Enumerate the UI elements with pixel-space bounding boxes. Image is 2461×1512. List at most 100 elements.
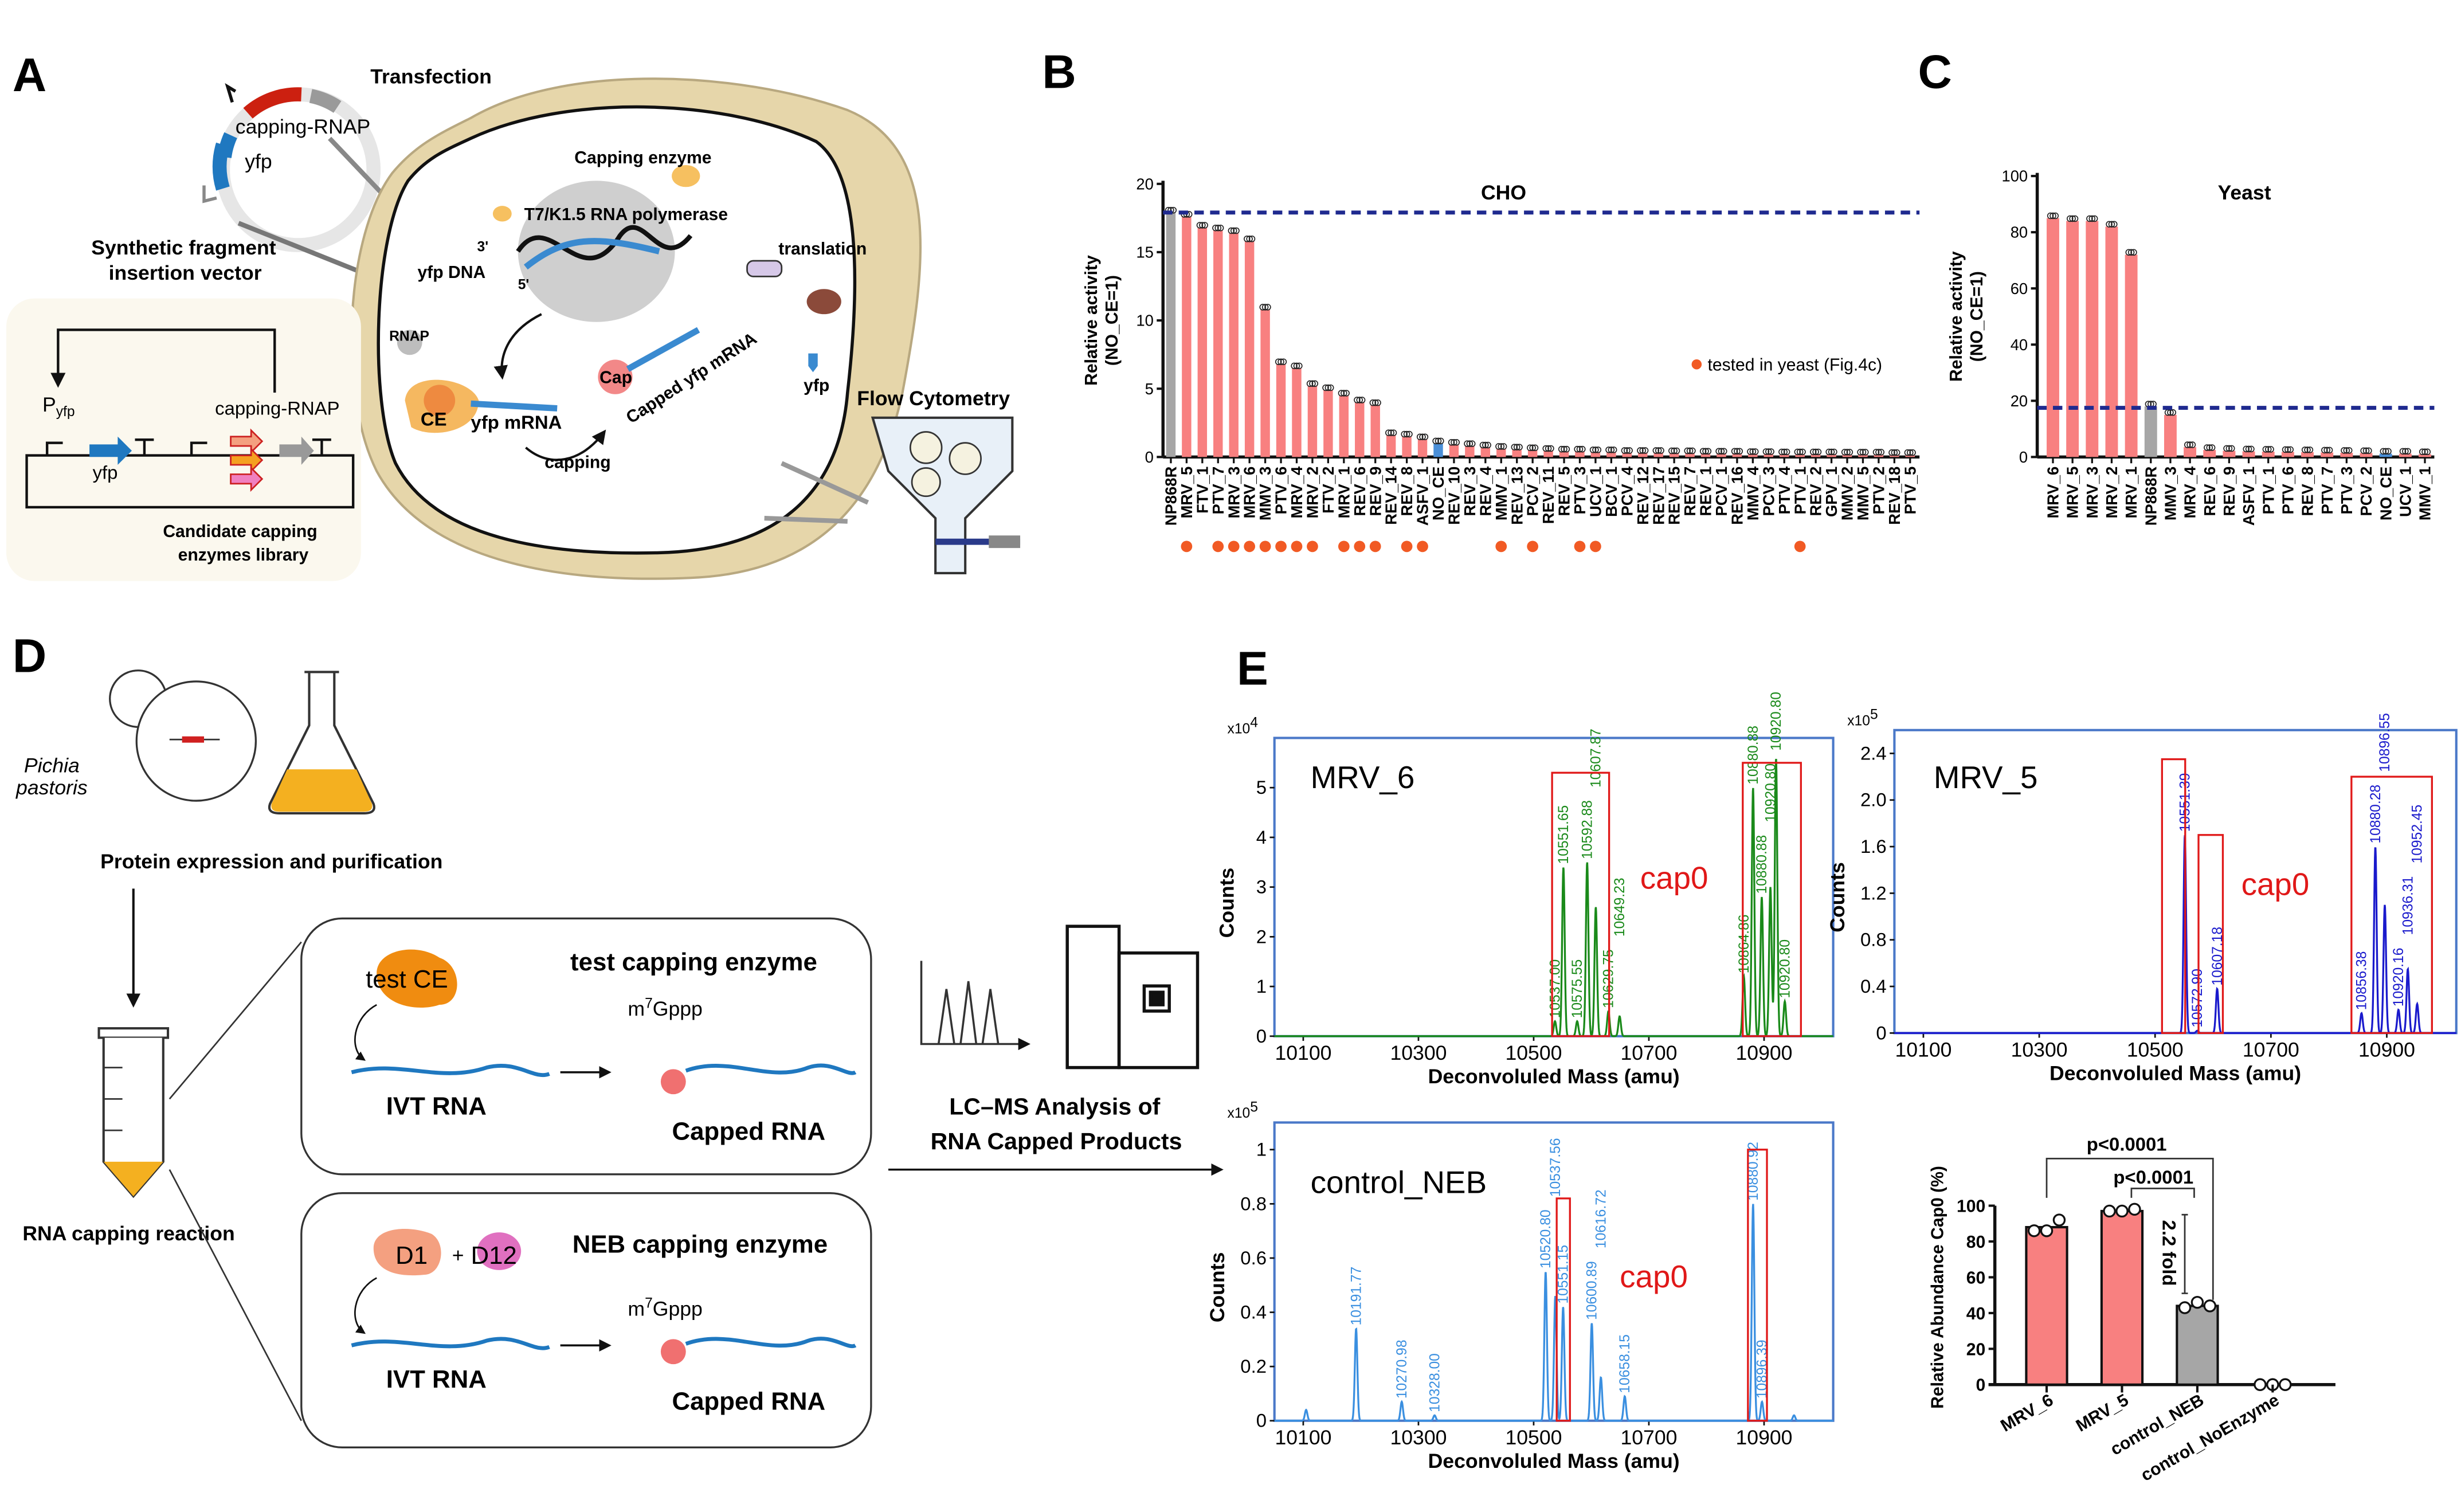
replicate-point	[1608, 446, 1615, 453]
replicate-point	[2091, 215, 2098, 222]
x-tick-label: REV_6	[2201, 467, 2219, 516]
x-tick-label: 10500	[2127, 1038, 2184, 1061]
x-tick-label: ASFV_1	[2240, 467, 2258, 526]
replicate-point	[1721, 448, 1727, 455]
replicate-point	[2323, 446, 2330, 454]
replicate-point	[1576, 445, 1584, 453]
replicate-point	[1574, 445, 1581, 453]
bar-no_ce	[1433, 443, 1443, 457]
x-tick-label: PTV_6	[1272, 467, 1290, 515]
replicate-point	[2128, 1202, 2141, 1216]
replicate-point	[1369, 399, 1377, 406]
replicate-point	[2088, 215, 2096, 222]
neb-enzyme-title: NEB capping enzyme	[573, 1231, 828, 1259]
bar-rev_8	[2301, 452, 2314, 457]
replicate-point	[1212, 224, 1219, 232]
x-tick-label: 10700	[1620, 1041, 1677, 1064]
x-tick-label: REV_11	[1539, 467, 1557, 524]
replicate-point	[2130, 249, 2137, 256]
species-label-2: pastoris	[15, 776, 88, 799]
x-tick-label: MRV_4	[2181, 466, 2199, 519]
replicate-point	[1641, 447, 1649, 454]
replicate-point	[1259, 304, 1266, 311]
y-tick-label: 1.6	[1860, 836, 1887, 857]
y-tick-label: 20	[1136, 175, 1153, 193]
replicate-point	[1621, 447, 1628, 454]
bar-rev_5	[1559, 451, 1569, 457]
replicate-point	[1374, 399, 1381, 406]
x-tick-label: REV_8	[1398, 467, 1416, 516]
x-tick-label: REV_4	[1476, 466, 1494, 516]
mass-spectrometer-icon	[1065, 925, 1200, 1070]
replicate-point	[1831, 448, 1837, 456]
replicate-point	[2225, 445, 2233, 452]
peak-label: 10592.88	[1580, 800, 1596, 859]
replicate-point	[1684, 447, 1691, 455]
bar-rev_4	[1480, 447, 1491, 457]
y-tick-label: 2.4	[1860, 742, 1887, 763]
x-tick-label: 10700	[2243, 1038, 2299, 1061]
lcms-label-1: LC–MS Analysis of	[949, 1094, 1160, 1120]
replicate-point	[1233, 227, 1240, 234]
replicate-point	[1778, 448, 1785, 456]
cap-label: Cap	[599, 369, 632, 387]
replicate-point	[2402, 448, 2409, 455]
replicate-point	[1451, 439, 1457, 446]
replicate-point	[1558, 445, 1565, 453]
bar-mrv_1	[1339, 395, 1349, 457]
replicate-point	[1293, 362, 1300, 370]
x-tick-label: MRV_5	[2073, 1390, 2132, 1436]
bar-mrv_5	[2100, 1209, 2144, 1386]
replicate-point	[2223, 445, 2230, 452]
bar-mmv_5	[1858, 455, 1868, 457]
bar-ptv_1	[2262, 451, 2275, 457]
peak-label: 10537.56	[1548, 1138, 1563, 1197]
bar-rev_1	[1700, 453, 1711, 457]
rnap-icon	[397, 330, 422, 355]
ribosome-icon	[806, 289, 841, 315]
peak-label: 10920.80	[1763, 763, 1778, 822]
y-scale-exponent: 5	[1870, 707, 1878, 723]
replicate-point	[2040, 1224, 2054, 1237]
legend-marker	[1691, 359, 1702, 370]
tested-in-yeast-dot	[1291, 540, 1303, 553]
panel-a: A capping-RNAP yfp Transfection Capping …	[6, 49, 1021, 581]
peak-label: 10920.16	[2391, 947, 2407, 1006]
replicate-point	[2306, 446, 2314, 453]
cap0-box	[2197, 834, 2224, 1034]
y-tick-label: 20	[1966, 1340, 1986, 1359]
y-tick-label: 1	[1256, 976, 1267, 997]
x-tick-label: 10500	[1505, 1426, 1562, 1449]
replicate-point	[2204, 444, 2211, 451]
replicate-point	[2385, 448, 2392, 455]
y-scale-label: x105	[1847, 707, 1878, 729]
bar-mmv_4	[1748, 454, 1758, 457]
plasmid-icon	[202, 83, 381, 252]
tested-in-yeast-dot	[1574, 540, 1586, 553]
y-tick-label: 10	[1136, 312, 1153, 330]
replicate-point	[1747, 448, 1754, 455]
bar-ptv_6	[1276, 364, 1286, 457]
y-tick-label: 0.4	[1240, 1302, 1267, 1323]
library-label-2: enzymes library	[178, 546, 309, 565]
replicate-point	[1296, 362, 1303, 370]
x-tick-label: MMV_4	[1744, 466, 1762, 520]
peak-label: 10191.77	[1349, 1267, 1364, 1326]
bar-ptv_7	[1213, 230, 1223, 457]
y-axis-label: Counts	[1826, 862, 1849, 933]
replicate-point	[1516, 444, 1523, 451]
x-tick-label: PCV_3	[1759, 467, 1777, 516]
peak-label: 10880.88	[1746, 726, 1761, 785]
replicate-point	[1306, 380, 1314, 387]
replicate-point	[1322, 384, 1329, 391]
y-scale-exponent: 4	[1250, 715, 1258, 730]
y-tick-label: 0.8	[1240, 1193, 1267, 1214]
x-tick-label: 10100	[1895, 1038, 1951, 1061]
chart-title: CHO	[1481, 181, 1526, 204]
x-tick-label: REV_18	[1886, 467, 1903, 525]
replicate-point	[1626, 447, 1633, 454]
replicate-point	[1275, 358, 1282, 365]
replicate-point	[2169, 409, 2177, 416]
replicate-point	[1403, 430, 1410, 438]
capping-label: capping	[544, 453, 610, 472]
